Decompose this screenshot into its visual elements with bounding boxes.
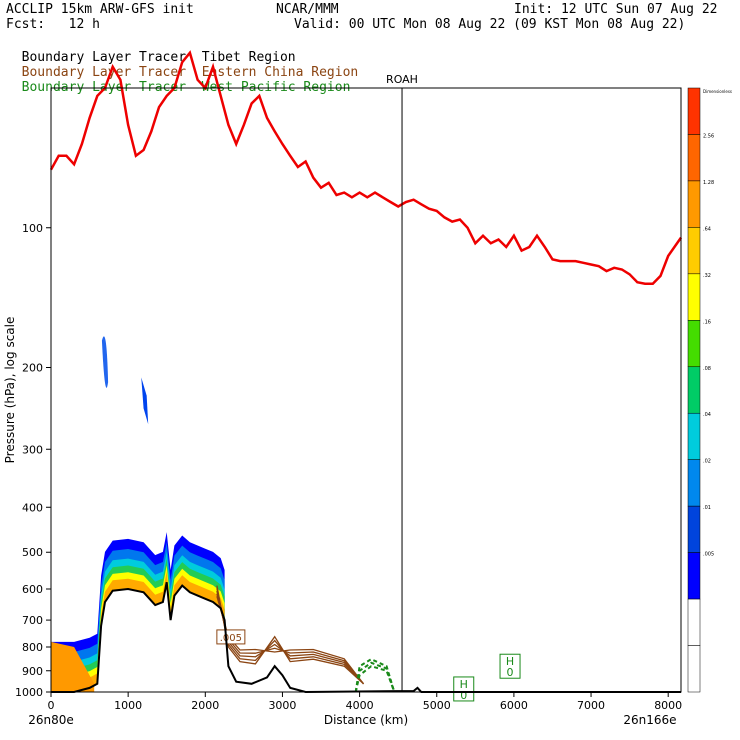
terrain-line xyxy=(51,582,681,694)
y-tick-label: 800 xyxy=(22,641,43,654)
tracer-blob-small xyxy=(141,377,149,425)
high-marker-box xyxy=(499,653,521,679)
brown-contour-0 xyxy=(216,585,364,685)
x-tick-label: 5000 xyxy=(423,699,451,712)
high-marker-text: 0 xyxy=(460,689,467,702)
marker-label: ROAH xyxy=(386,73,418,86)
colorbar-cell xyxy=(687,87,701,135)
x-axis-label: Distance (km) xyxy=(324,713,408,727)
contour-label-text: .005 xyxy=(220,633,242,644)
y-tick-label: 400 xyxy=(22,501,43,514)
colorbar-cell xyxy=(687,227,701,275)
high-marker-0: H0 xyxy=(453,676,475,702)
colorbar-tick-label: 1.28 xyxy=(703,180,714,186)
series-lines xyxy=(49,50,683,694)
colorbar-cell xyxy=(687,552,701,600)
eastern-china-contours: .005 xyxy=(216,585,365,685)
plot-frame xyxy=(50,87,682,693)
contour-label-005: .005 xyxy=(216,629,246,645)
y-tick-label: 500 xyxy=(22,546,43,559)
y-axis: 100 200 300 400 500 600 700 800 900 1000 xyxy=(15,222,51,699)
y-axis-label: Pressure (hPa), log scale xyxy=(3,317,17,464)
tracer-core-west xyxy=(51,641,95,692)
y-tick-label: 100 xyxy=(22,222,43,235)
high-marker-text: H xyxy=(460,678,468,691)
tracer-shading xyxy=(51,336,225,692)
model-title: ACCLIP 15km ARW-GFS init xyxy=(6,2,194,17)
x-tick-label: 8000 xyxy=(654,699,682,712)
colorbar-title: Dimensionless xyxy=(703,89,732,94)
colorbar-cell xyxy=(687,180,701,228)
x-tick-label: 6000 xyxy=(500,699,528,712)
colorbar-tick-label: .08 xyxy=(703,366,711,372)
colorbar-cell xyxy=(687,273,701,321)
x-tick-label: 2000 xyxy=(191,699,219,712)
colorbar-tick-label: 2.56 xyxy=(703,133,714,139)
x-axis: 0 1000 2000 3000 4000 5000 6000 7000 8000 xyxy=(48,692,682,712)
green-contour-0 xyxy=(354,665,396,693)
init-time: Init: 12 UTC Sun 07 Aug 22 xyxy=(514,2,718,17)
colorbar-cell xyxy=(687,412,701,460)
high-marker-text: 0 xyxy=(507,666,514,679)
colorbar-cell xyxy=(687,459,701,507)
legend-region: Tibet Region xyxy=(201,50,296,65)
colorbar-cell xyxy=(687,366,701,414)
x-tick-label: 4000 xyxy=(346,699,374,712)
x-end-label: 26n166e xyxy=(623,713,676,727)
x-tick-label: 1000 xyxy=(114,699,142,712)
y-tick-label: 700 xyxy=(22,614,43,627)
contour-label-box xyxy=(216,629,246,645)
y-tick-label: 1000 xyxy=(15,686,43,699)
organization-label: NCAR/MMM xyxy=(276,2,339,17)
tracer-blob-upper xyxy=(101,336,109,388)
x-tick-label: 3000 xyxy=(268,699,296,712)
colorbar-cell xyxy=(687,645,701,693)
colorbar-cell xyxy=(687,598,701,646)
high-marker-box xyxy=(453,676,475,702)
forecast-hour: Fcst: 12 h xyxy=(6,17,100,32)
high-marker-text: H xyxy=(506,655,514,668)
green-contour-2 xyxy=(354,658,396,693)
x-tick-label: 7000 xyxy=(577,699,605,712)
colorbar-tick-label: .32 xyxy=(703,273,711,279)
brown-contour-2 xyxy=(216,590,364,685)
valid-time: Valid: 00 UTC Mon 08 Aug 22 (09 KST Mon … xyxy=(294,17,686,32)
colorbar-cell xyxy=(687,320,701,368)
tropopause-line xyxy=(49,50,683,285)
colorbar-tick-label: .16 xyxy=(703,319,711,325)
colorbar-tick-label: .01 xyxy=(703,505,711,511)
colorbar-tick-label: .64 xyxy=(703,226,711,232)
colorbar-cell xyxy=(687,134,701,182)
x-tick-label: 0 xyxy=(48,699,55,712)
legend-label: Boundary Layer Tracer xyxy=(21,50,187,65)
colorbar-tick-label: .005 xyxy=(703,552,714,558)
high-marker-1: H0 xyxy=(499,653,521,679)
colorbar-tick-label: .04 xyxy=(703,412,711,418)
x-start-label: 26n80e xyxy=(28,713,74,727)
brown-contour-1 xyxy=(216,588,364,685)
colorbar: 2.56 1.28 .64 .32 .16 .08 .04 .02 .01 .005 Dimensi… xyxy=(687,87,732,693)
legend-entry-tibet: Boundary Layer Tracer Tibet Region xyxy=(6,35,296,65)
colorbar-cell xyxy=(687,505,701,553)
colorbar-tick-label: .02 xyxy=(703,459,711,465)
y-tick-label: 300 xyxy=(22,443,43,456)
y-tick-label: 200 xyxy=(22,362,43,375)
y-tick-label: 600 xyxy=(22,583,43,596)
y-tick-label: 900 xyxy=(22,665,43,678)
